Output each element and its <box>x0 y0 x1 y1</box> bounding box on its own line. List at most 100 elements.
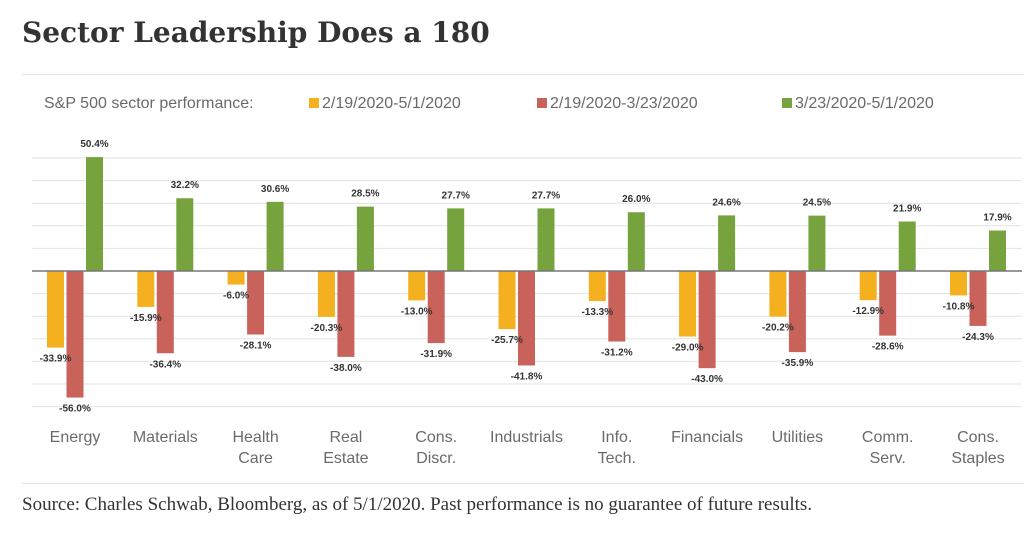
bar <box>86 157 103 271</box>
value-label: 27.7% <box>532 190 560 201</box>
bar <box>788 271 806 353</box>
category-label-line: Discr. <box>416 450 456 467</box>
value-label: -15.9% <box>130 313 162 324</box>
value-label: 27.7% <box>442 190 470 201</box>
bar <box>950 271 967 296</box>
bar <box>137 271 155 307</box>
category-labels: Energy Materials Health Care Real Estate Cons.… <box>50 429 1005 467</box>
bar <box>47 271 64 348</box>
category-label: Energy <box>50 429 101 446</box>
value-label: 17.9% <box>983 213 1011 224</box>
legend-title: S&P 500 sector performance: <box>44 95 254 112</box>
value-label: -24.3% <box>962 332 994 343</box>
value-label: -41.8% <box>511 371 543 382</box>
bar <box>808 215 826 271</box>
value-label: -28.1% <box>240 341 272 352</box>
category-label: Info. Tech. <box>598 429 636 467</box>
bar <box>227 271 245 285</box>
value-label: -31.9% <box>420 349 452 360</box>
value-label: -13.0% <box>401 306 433 317</box>
value-label: -20.2% <box>762 323 794 334</box>
value-label: -25.7% <box>491 335 523 346</box>
bar <box>537 208 555 271</box>
page-title: Sector Leadership Does a 180 <box>22 16 490 49</box>
bar <box>408 271 426 301</box>
category-label: Comm. Serv. <box>862 429 914 467</box>
bar <box>859 271 877 301</box>
category-label: Cons. Staples <box>951 429 1004 467</box>
category-label-line: Health <box>232 429 278 446</box>
legend-swatch <box>782 98 792 108</box>
value-label: -43.0% <box>691 374 723 385</box>
legend-swatch <box>309 98 319 108</box>
category-label: Cons. Discr. <box>415 429 457 467</box>
category-label: Health Care <box>232 429 278 467</box>
source-note: Source: Charles Schwab, Bloomberg, as of… <box>22 494 813 515</box>
bar <box>66 271 84 398</box>
category-label-line: Care <box>238 450 273 467</box>
chart-frame: S&P 500 sector performance: 2/19/2020-5/… <box>22 74 1024 484</box>
value-label: 24.6% <box>712 197 740 208</box>
category-label: Financials <box>671 429 743 446</box>
value-label: -56.0% <box>59 404 91 415</box>
category-label-line: Cons. <box>957 429 999 446</box>
bar <box>176 198 194 271</box>
category-label-line: Real <box>329 429 362 446</box>
value-label: -12.9% <box>852 306 884 317</box>
value-label: 50.4% <box>80 139 108 150</box>
bar <box>337 271 355 357</box>
category-label-line: Info. <box>601 429 632 446</box>
bar <box>608 271 626 342</box>
value-label: -35.9% <box>782 358 814 369</box>
value-label: 30.6% <box>261 184 289 195</box>
bar <box>518 271 535 366</box>
bar <box>989 230 1006 271</box>
bar <box>769 271 787 317</box>
category-label-line: Cons. <box>415 429 457 446</box>
value-label: -6.0% <box>223 291 249 302</box>
bar-chart: S&P 500 sector performance: 2/19/2020-5/… <box>32 95 1022 467</box>
bar <box>247 271 265 335</box>
bar <box>498 271 516 330</box>
bars <box>47 157 1006 398</box>
bar <box>156 271 174 354</box>
value-label: 21.9% <box>893 204 921 215</box>
bar <box>588 271 606 302</box>
bar <box>969 271 987 326</box>
value-label: -38.0% <box>330 363 362 374</box>
category-label-line: Comm. <box>862 429 914 446</box>
category-label: Utilities <box>772 429 824 446</box>
bar <box>266 201 284 271</box>
category-label-line: Energy <box>50 429 101 446</box>
category-label-line: Utilities <box>772 429 824 446</box>
bar <box>879 271 897 336</box>
bar <box>718 215 736 271</box>
value-label: -31.2% <box>601 348 633 359</box>
bar <box>698 271 716 369</box>
value-label: -33.9% <box>40 354 72 365</box>
legend-swatch <box>537 98 547 108</box>
category-label-line: Estate <box>323 450 368 467</box>
bar <box>427 271 445 344</box>
bar <box>447 208 465 271</box>
bar <box>898 221 916 271</box>
legend: S&P 500 sector performance: 2/19/2020-5/… <box>44 95 934 112</box>
value-label: 32.2% <box>171 180 199 191</box>
category-label-line: Serv. <box>870 450 906 467</box>
bar <box>317 271 335 317</box>
value-label: -10.8% <box>943 301 975 312</box>
value-label: 26.0% <box>622 194 650 205</box>
category-label-line: Materials <box>133 429 198 446</box>
value-label: 28.5% <box>351 189 379 200</box>
category-label-line: Financials <box>671 429 743 446</box>
category-label-line: Tech. <box>598 450 636 467</box>
bar <box>679 271 697 337</box>
legend-entry: 2/19/2020-3/23/2020 <box>550 95 698 112</box>
legend-entry: 2/19/2020-5/1/2020 <box>322 95 461 112</box>
bar <box>627 212 645 271</box>
legend-entry: 3/23/2020-5/1/2020 <box>795 95 934 112</box>
category-label: Real Estate <box>323 429 368 467</box>
bar <box>356 206 374 271</box>
value-label: -29.0% <box>672 343 704 354</box>
category-label-line: Staples <box>951 450 1004 467</box>
